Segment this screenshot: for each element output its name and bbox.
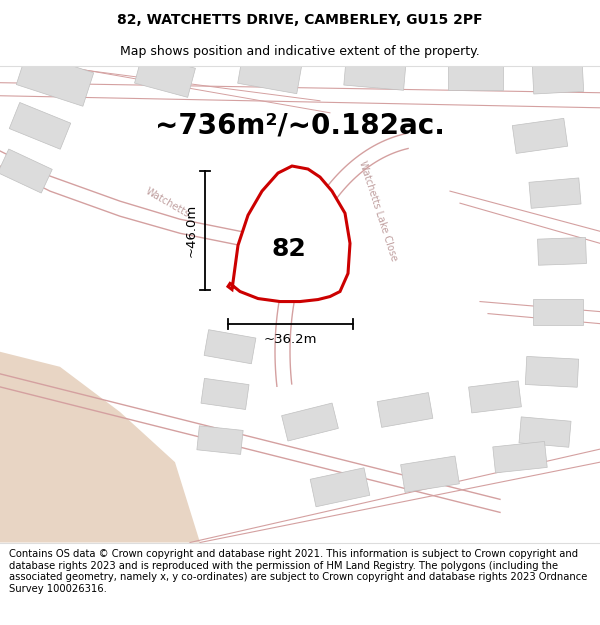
Text: Watchetts Lake Close: Watchetts Lake Close [357, 160, 399, 262]
Polygon shape [238, 52, 302, 94]
Polygon shape [0, 352, 200, 542]
Text: 82, WATCHETTS DRIVE, CAMBERLEY, GU15 2PF: 82, WATCHETTS DRIVE, CAMBERLEY, GU15 2PF [117, 12, 483, 27]
Polygon shape [538, 238, 586, 265]
Polygon shape [9, 102, 71, 149]
Polygon shape [228, 166, 350, 301]
Text: Contains OS data © Crown copyright and database right 2021. This information is : Contains OS data © Crown copyright and d… [9, 549, 587, 594]
Polygon shape [401, 456, 460, 493]
Polygon shape [493, 441, 547, 473]
Polygon shape [0, 149, 52, 193]
Polygon shape [377, 392, 433, 428]
Polygon shape [310, 468, 370, 507]
Polygon shape [344, 55, 406, 90]
Polygon shape [512, 118, 568, 154]
Polygon shape [281, 403, 338, 441]
Text: ~36.2m: ~36.2m [264, 333, 317, 346]
Polygon shape [519, 417, 571, 447]
Polygon shape [532, 63, 584, 94]
Polygon shape [533, 299, 583, 324]
Text: ~46.0m: ~46.0m [185, 204, 197, 257]
Polygon shape [529, 178, 581, 208]
Polygon shape [204, 330, 256, 364]
Polygon shape [134, 54, 196, 98]
Text: 82: 82 [272, 238, 307, 261]
Text: Map shows position and indicative extent of the property.: Map shows position and indicative extent… [120, 45, 480, 58]
Polygon shape [469, 381, 521, 413]
Polygon shape [201, 378, 249, 409]
Text: Watchetts: Watchetts [144, 186, 192, 220]
Polygon shape [197, 426, 243, 454]
Text: ~736m²/~0.182ac.: ~736m²/~0.182ac. [155, 112, 445, 140]
Polygon shape [16, 51, 94, 106]
Polygon shape [448, 62, 503, 90]
Polygon shape [526, 356, 578, 388]
